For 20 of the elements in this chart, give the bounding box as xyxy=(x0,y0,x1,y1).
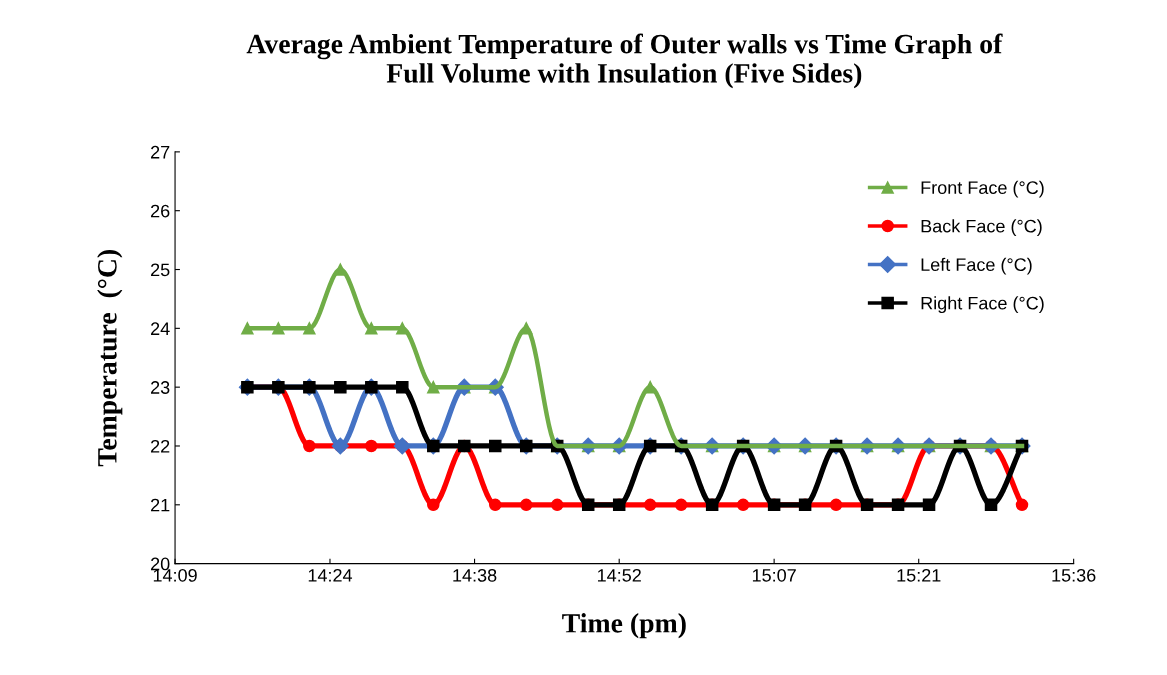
y-tick-label: 24 xyxy=(151,322,170,335)
y-tick-label: 25 xyxy=(151,263,170,277)
y-tick-label: 26 xyxy=(151,204,170,218)
x-tick-label: 14:24 xyxy=(308,568,353,582)
x-tick-label: 15:07 xyxy=(752,568,796,582)
x-tick-label: 14:38 xyxy=(453,568,497,582)
legend-label: Left Face (°C) xyxy=(921,257,1032,275)
x-tick-label: 14:52 xyxy=(597,568,641,582)
x-tick-label: 15:21 xyxy=(897,568,941,582)
chart-title: Average Ambient Temperature of Outer walls vs Time Graph of Full Volume with Insulation (Five Sides) xyxy=(246,33,1003,89)
legend-label: Right Face (°C) xyxy=(921,296,1044,314)
legend-label: Back Face (°C) xyxy=(921,219,1042,237)
y-tick-label: 22 xyxy=(151,439,170,453)
x-axis-title: Time (pm) xyxy=(562,613,686,639)
y-axis-title: Temperature (°C) xyxy=(97,250,123,467)
y-tick-label: 21 xyxy=(151,498,170,512)
y-tick-label: 27 xyxy=(151,145,170,159)
legend-label: Front Face (°C) xyxy=(921,180,1044,198)
x-tick-label: 15:36 xyxy=(1052,568,1096,582)
y-tick-label: 23 xyxy=(151,381,170,394)
